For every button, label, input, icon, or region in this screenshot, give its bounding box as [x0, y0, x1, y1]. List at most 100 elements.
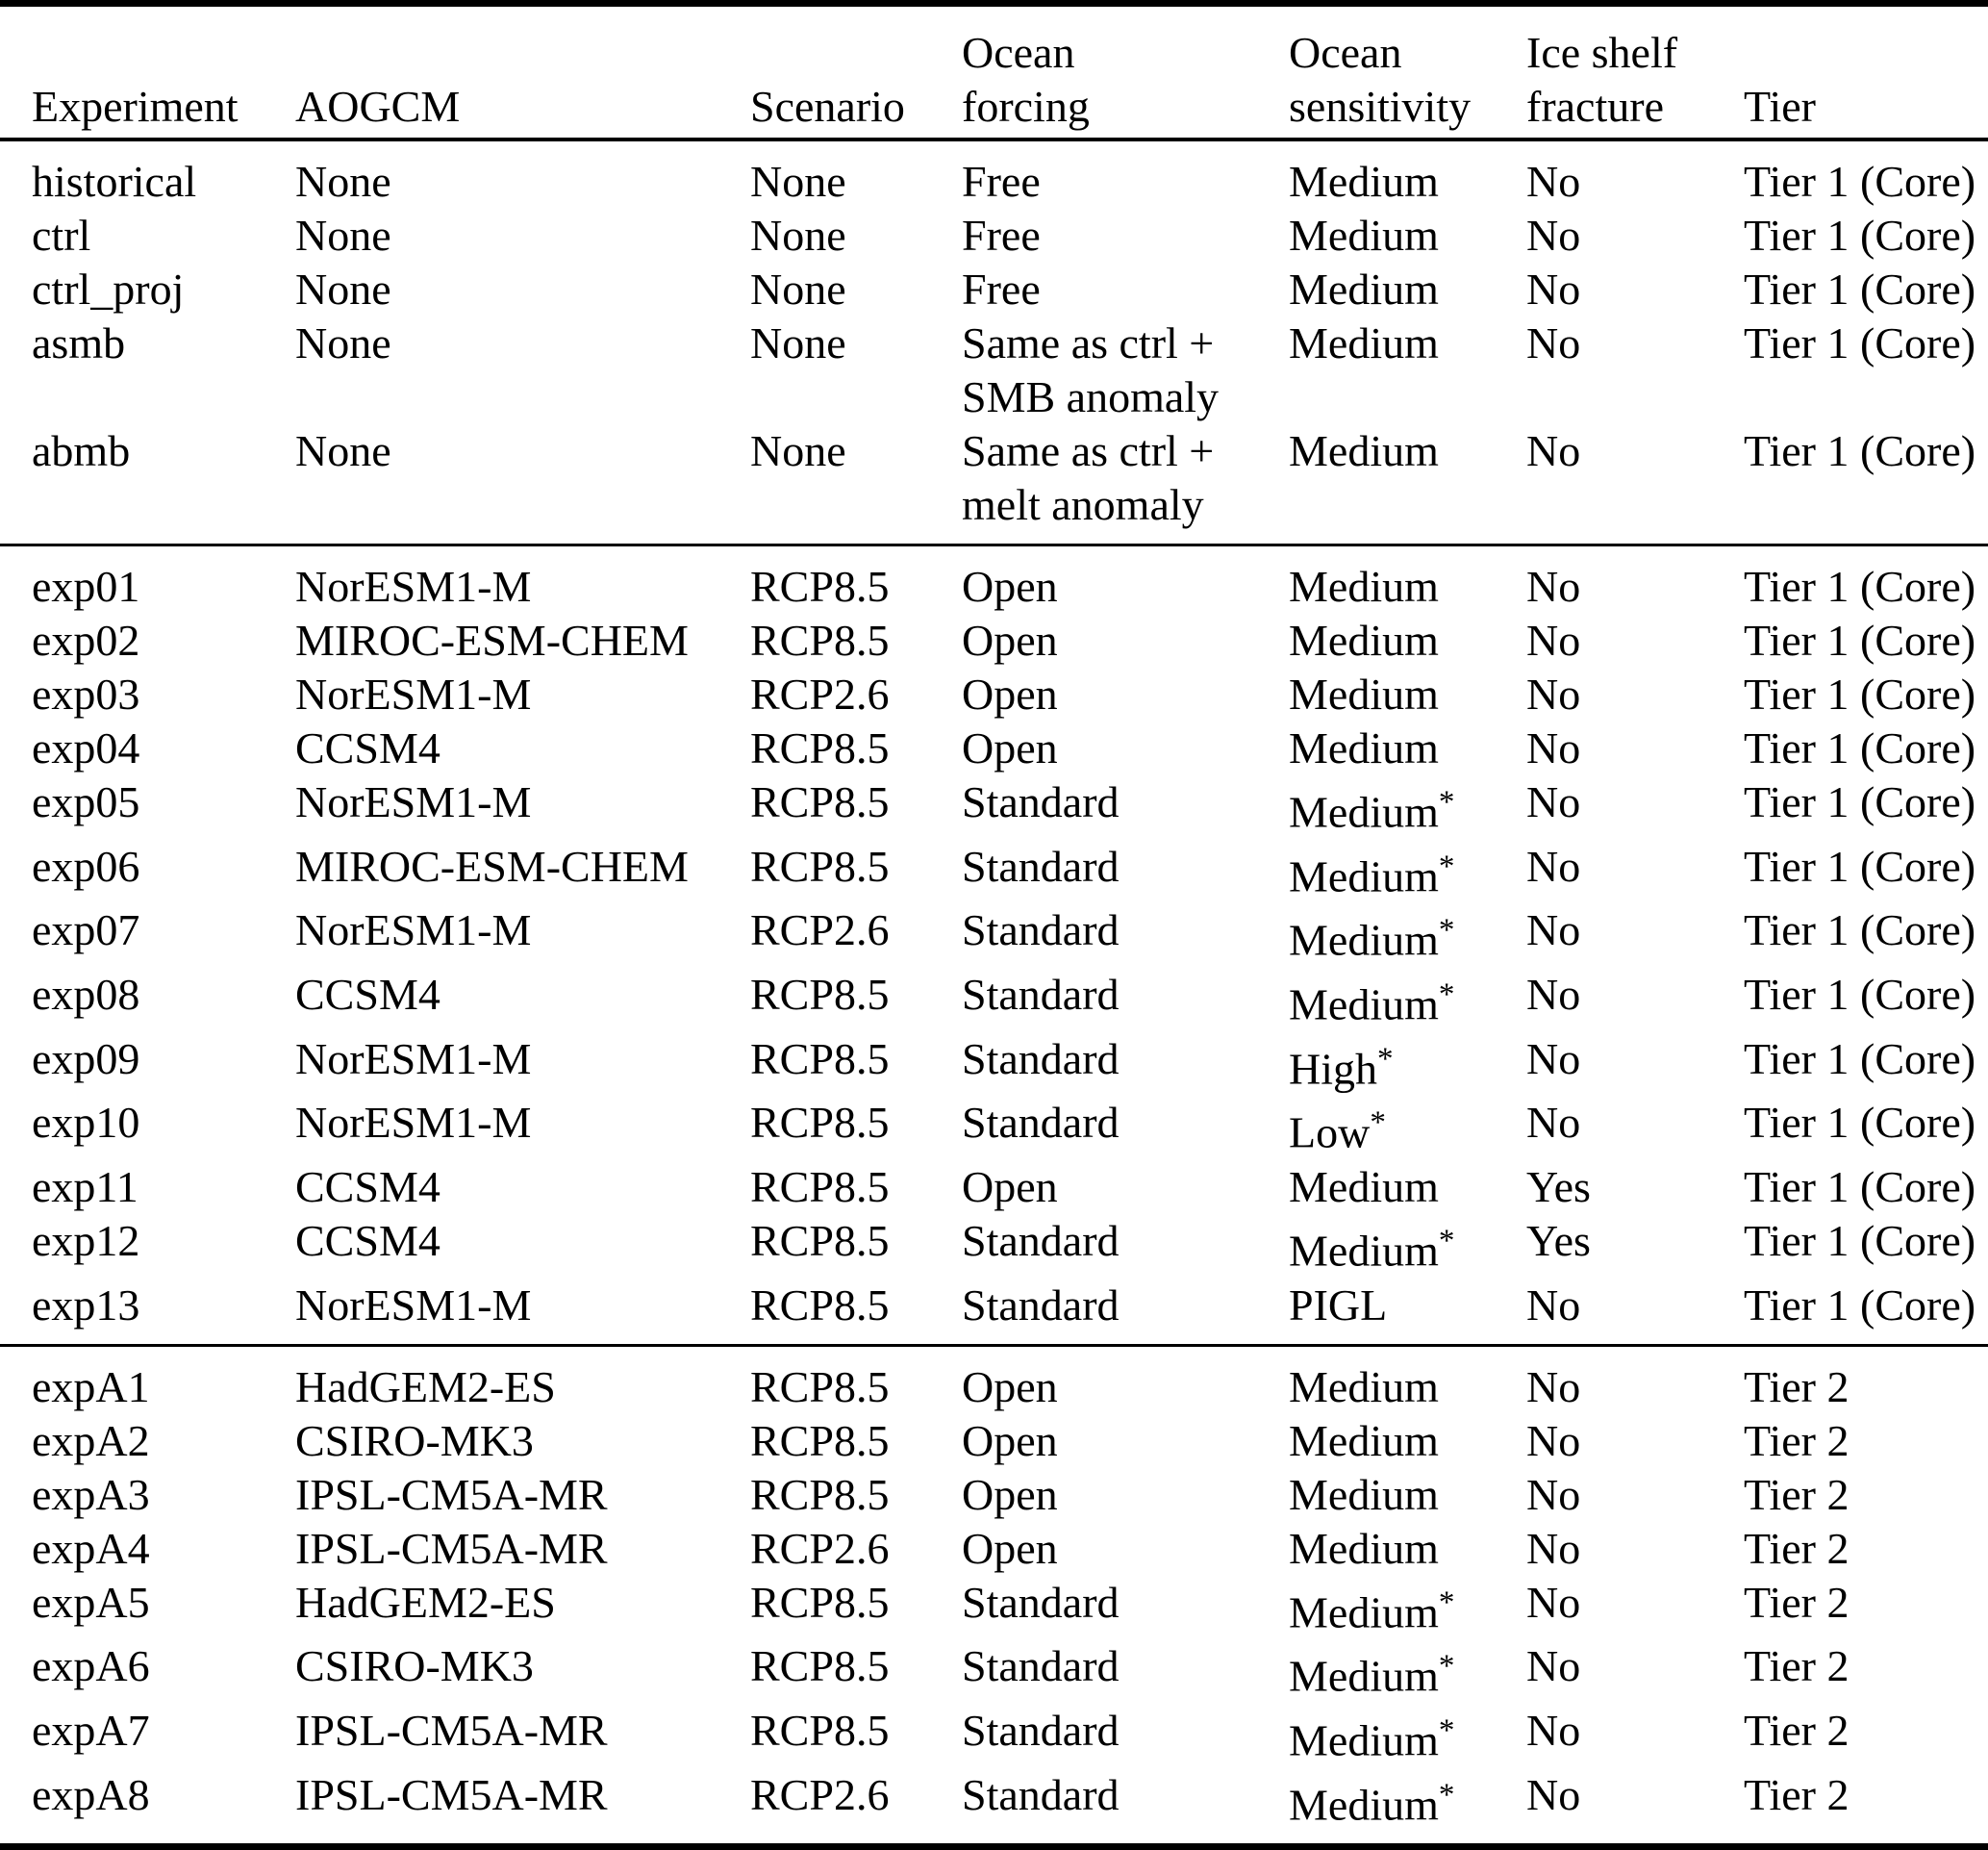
column-header-line2: forcing: [962, 82, 1090, 131]
cell-experiment: expA7: [32, 1706, 150, 1756]
cell-experiment: abmb: [32, 426, 131, 475]
cell-ocean_sensitivity: PIGL: [1289, 1280, 1388, 1330]
column-header-line2: sensitivity: [1289, 82, 1472, 131]
table-row-exp02: exp02 MIROC-ESM-CHEM RCP8.5 Open Medium No Tie…: [0, 614, 1988, 668]
cell-experiment: asmb: [32, 318, 126, 367]
cell-tier: Tier 2: [1744, 1577, 1850, 1627]
cell-experiment: expA1: [32, 1361, 150, 1411]
cell-ice_shelf_fracture: No: [1526, 1641, 1581, 1691]
cell-ice_shelf_fracture: No: [1526, 1098, 1581, 1148]
cell-ocean_sensitivity: Medium: [1289, 670, 1439, 719]
cell-tier: Tier 1 (Core): [1744, 318, 1976, 367]
cell-tier: Tier 2: [1744, 1523, 1850, 1573]
cell-ocean_forcing: Standard: [962, 841, 1120, 891]
cell-aogcm: NorESM1-M: [295, 1098, 532, 1148]
cell-experiment: exp11: [32, 1162, 138, 1212]
table-row-expA6: expA6 CSIRO-MK3 RCP8.5 Standard Medium* No Tie…: [0, 1639, 1988, 1704]
cell-ocean_forcing: Same as ctrl + melt anomaly: [962, 426, 1215, 529]
cell-ice_shelf_fracture: Yes: [1526, 1216, 1591, 1266]
superscript-asterisk: *: [1438, 1648, 1455, 1685]
table-row-exp12: exp12 CCSM4 RCP8.5 Standard Medium* Yes Tier 1…: [0, 1214, 1988, 1279]
table-row-exp13: exp13 NorESM1-M RCP8.5 Standard PIGL No Tier 1…: [0, 1279, 1988, 1346]
cell-ocean_forcing: Standard: [962, 905, 1120, 955]
cell-aogcm: CSIRO-MK3: [295, 1641, 534, 1691]
cell-experiment: exp10: [32, 1098, 140, 1148]
cell-ice_shelf_fracture: Yes: [1526, 1162, 1591, 1212]
cell-ocean_sensitivity: Medium: [1289, 723, 1439, 773]
cell-scenario: None: [750, 318, 846, 367]
cell-ocean_sensitivity: Medium: [1289, 211, 1439, 260]
cell-aogcm: NorESM1-M: [295, 905, 532, 955]
cell-aogcm: None: [295, 318, 391, 367]
cell-experiment: exp13: [32, 1280, 140, 1330]
cell-ocean_sensitivity: Medium*: [1289, 976, 1455, 1029]
cell-aogcm: None: [295, 157, 391, 206]
table-row-abmb: abmb None None Same as ctrl + melt anomaly Me…: [0, 424, 1988, 545]
cell-aogcm: CCSM4: [295, 723, 440, 773]
cell-tier: Tier 2: [1744, 1469, 1850, 1519]
cell-experiment: exp05: [32, 777, 140, 826]
cell-experiment: exp04: [32, 723, 140, 773]
cell-aogcm: NorESM1-M: [295, 777, 532, 826]
cell-ice_shelf_fracture: No: [1526, 777, 1581, 826]
cell-aogcm: CCSM4: [295, 1162, 440, 1212]
table-row-expA2: expA2 CSIRO-MK3 RCP8.5 Open Medium No Tier 2: [0, 1414, 1988, 1468]
cell-ocean_sensitivity: Medium: [1289, 1162, 1439, 1212]
cell-ocean_forcing: Free: [962, 211, 1041, 260]
cell-ocean_sensitivity: Medium*: [1289, 1648, 1455, 1702]
cell-aogcm: IPSL-CM5A-MR: [295, 1469, 608, 1519]
column-header-experiment: Experiment: [0, 3, 295, 141]
cell-scenario: RCP8.5: [750, 1098, 890, 1148]
cell-ocean_sensitivity: Medium: [1289, 1523, 1439, 1573]
cell-experiment: expA8: [32, 1769, 150, 1819]
cell-tier: Tier 1 (Core): [1744, 157, 1976, 206]
cell-aogcm: CSIRO-MK3: [295, 1415, 534, 1465]
cell-tier: Tier 1 (Core): [1744, 670, 1976, 719]
superscript-asterisk: *: [1438, 1712, 1455, 1749]
cell-scenario: RCP8.5: [750, 723, 890, 773]
cell-ocean_forcing: Standard: [962, 1706, 1120, 1756]
superscript-asterisk: *: [1438, 912, 1455, 949]
cell-scenario: None: [750, 426, 846, 475]
cell-scenario: RCP8.5: [750, 970, 890, 1020]
cell-experiment: expA3: [32, 1469, 150, 1519]
cell-aogcm: NorESM1-M: [295, 1280, 532, 1330]
table-row-asmb: asmb None None Same as ctrl + SMB anomaly Med…: [0, 317, 1988, 424]
table-row-expA1: expA1 HadGEM2-ES RCP8.5 Open Medium No Tier 2: [0, 1345, 1988, 1414]
cell-ocean_forcing: Open: [962, 1523, 1058, 1573]
cell-aogcm: MIROC-ESM-CHEM: [295, 841, 689, 891]
cell-scenario: RCP8.5: [750, 1361, 890, 1411]
cell-tier: Tier 1 (Core): [1744, 1162, 1976, 1212]
cell-ocean_sensitivity: Medium*: [1289, 912, 1455, 966]
table-row-ctrl: ctrl None None Free Medium No Tier 1 (Core): [0, 209, 1988, 263]
superscript-asterisk: *: [1438, 784, 1455, 820]
cell-ice_shelf_fracture: No: [1526, 1769, 1581, 1819]
cell-ocean_sensitivity: Medium: [1289, 1361, 1439, 1411]
cell-ocean_forcing: Standard: [962, 1033, 1120, 1083]
table-header: Experiment AOGCM Scenario Ocean forcing Ocean…: [0, 3, 1988, 141]
cell-ocean_sensitivity: Medium*: [1289, 1776, 1455, 1830]
cell-ice_shelf_fracture: No: [1526, 1577, 1581, 1627]
cell-scenario: RCP8.5: [750, 562, 890, 611]
cell-ice_shelf_fracture: No: [1526, 157, 1581, 206]
table-row-expA3: expA3 IPSL-CM5A-MR RCP8.5 Open Medium No Tier …: [0, 1468, 1988, 1522]
cell-ocean_sensitivity: Medium: [1289, 157, 1439, 206]
cell-scenario: RCP8.5: [750, 1162, 890, 1212]
cell-aogcm: MIROC-ESM-CHEM: [295, 616, 689, 665]
cell-ocean_forcing: Open: [962, 616, 1058, 665]
cell-experiment: historical: [32, 157, 197, 206]
cell-scenario: RCP2.6: [750, 670, 890, 719]
cell-tier: Tier 1 (Core): [1744, 1280, 1976, 1330]
cell-tier: Tier 2: [1744, 1769, 1850, 1819]
cell-scenario: None: [750, 157, 846, 206]
table-row-exp04: exp04 CCSM4 RCP8.5 Open Medium No Tier 1 (Core…: [0, 722, 1988, 775]
cell-ocean_sensitivity: Medium*: [1289, 784, 1455, 837]
cell-ocean_forcing: Open: [962, 1361, 1058, 1411]
cell-ice_shelf_fracture: No: [1526, 562, 1581, 611]
cell-tier: Tier 1 (Core): [1744, 426, 1976, 475]
cell-experiment: exp09: [32, 1033, 140, 1083]
table-section-1: historical None None Free Medium No Tier 1 (Co…: [0, 139, 1988, 545]
column-header-line1: Ocean: [1289, 28, 1402, 77]
cell-experiment: expA5: [32, 1577, 150, 1627]
cell-aogcm: HadGEM2-ES: [295, 1361, 556, 1411]
